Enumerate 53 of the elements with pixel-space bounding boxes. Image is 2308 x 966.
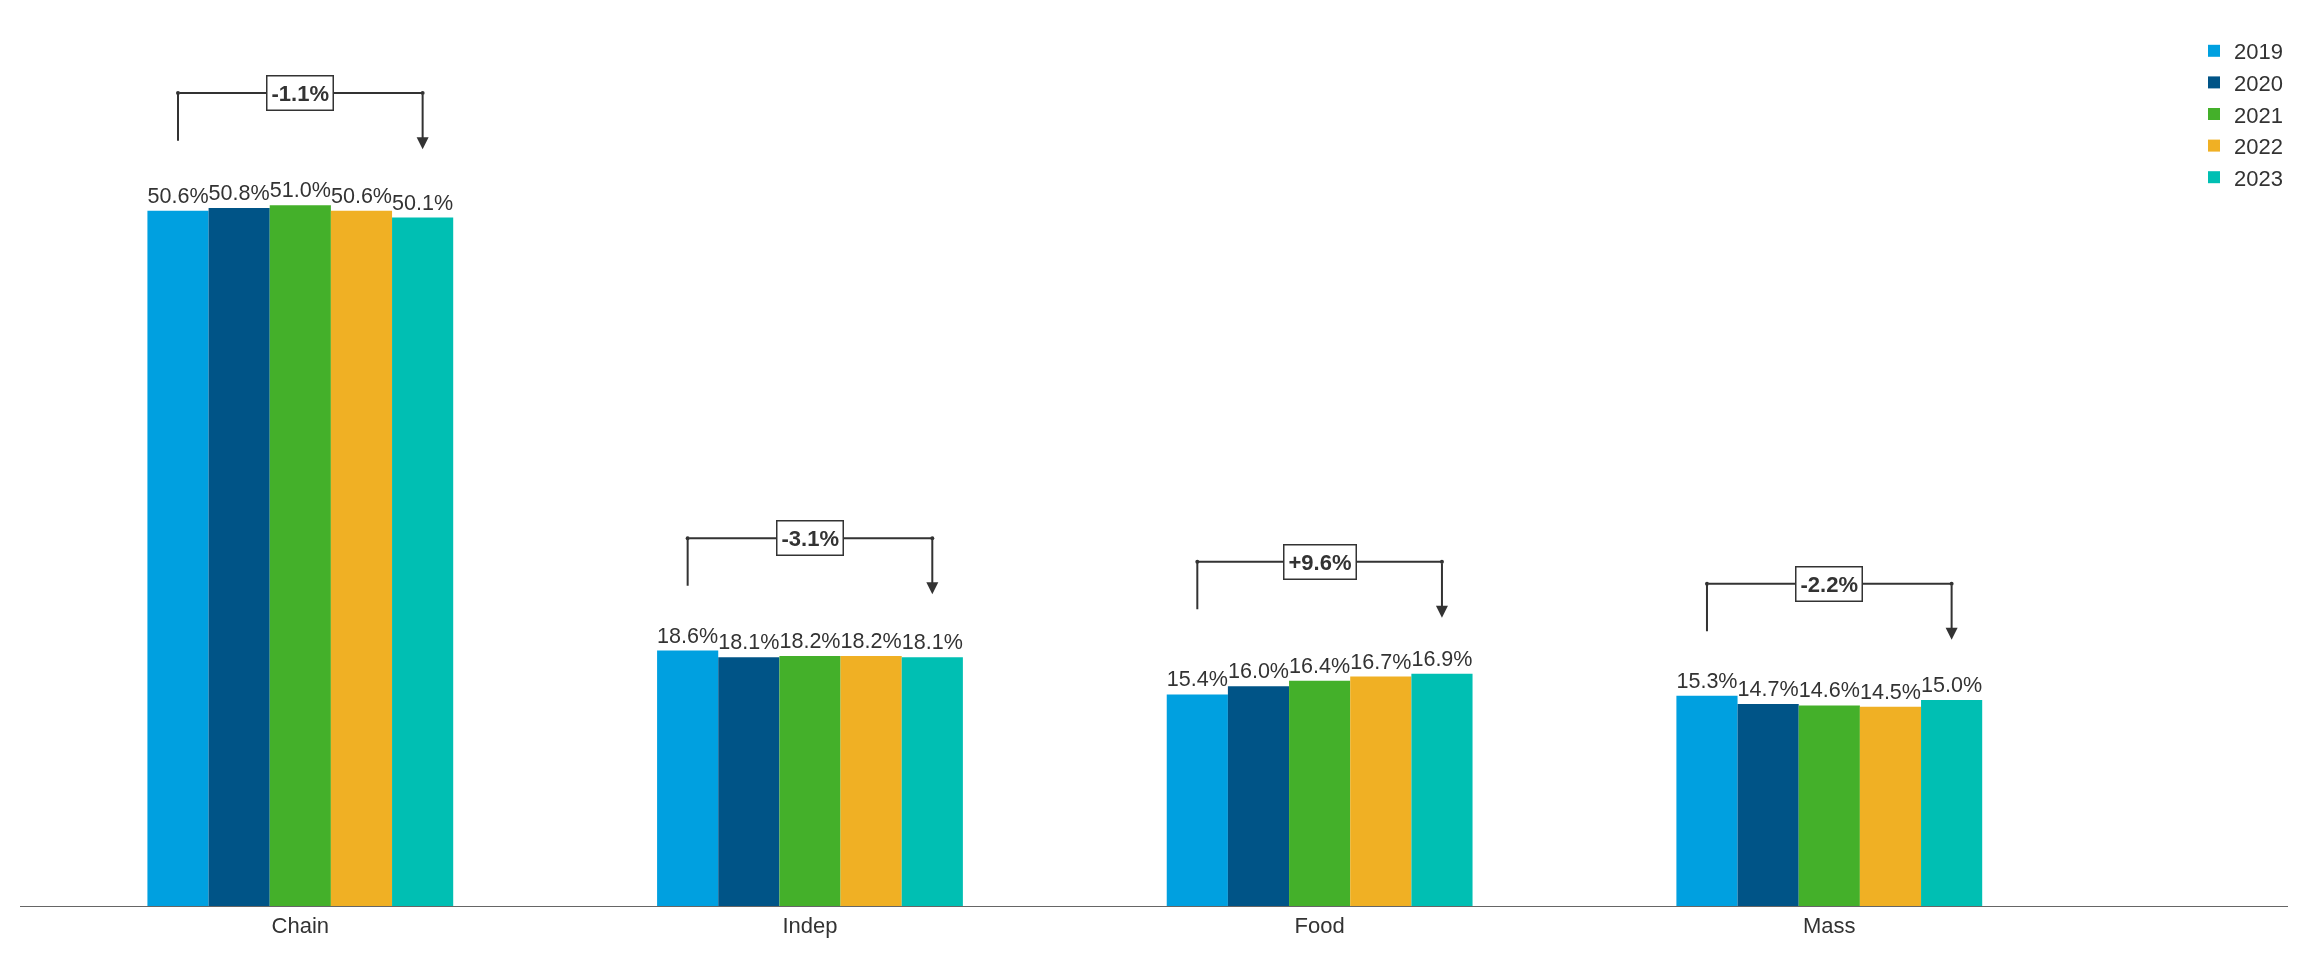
bar — [718, 657, 780, 906]
bar — [779, 655, 841, 906]
bar — [208, 207, 270, 906]
bar — [1676, 695, 1738, 906]
bar — [1798, 705, 1860, 906]
bar — [330, 210, 393, 906]
bar — [392, 217, 454, 906]
legend-label: 2020 — [2234, 70, 2283, 96]
text: -1.1% — [271, 80, 329, 106]
bar — [840, 655, 902, 906]
bar — [269, 205, 331, 906]
bar — [147, 210, 209, 906]
legend-label: 2023 — [2234, 165, 2283, 191]
data-label: 15.3% — [1676, 667, 1738, 693]
annotation: +9.6% — [1288, 549, 1352, 575]
legend-label: 2021 — [2234, 102, 2283, 128]
bar — [657, 650, 719, 906]
data-label: 14.7% — [1737, 676, 1799, 702]
data-label: 15.4% — [1166, 666, 1228, 692]
data-label: 15.0% — [1921, 671, 1983, 697]
legend-label: 2022 — [2234, 134, 2283, 160]
data-label: 14.5% — [1859, 678, 1922, 704]
data-label: 18.2% — [779, 628, 841, 654]
data-label: 16.4% — [1289, 652, 1351, 678]
data-label: 18.1% — [718, 629, 780, 655]
data-label: 18.2% — [840, 628, 902, 654]
legend-label: 2019 — [2234, 39, 2283, 65]
data-label: 16.0% — [1227, 658, 1290, 684]
bar — [1737, 704, 1799, 906]
data-label: 16.7% — [1350, 648, 1412, 674]
bar — [1411, 673, 1473, 906]
bar — [1227, 686, 1290, 906]
x-tick-label: Indep — [782, 913, 838, 939]
data-label: 16.9% — [1411, 645, 1473, 671]
x-tick-label: Mass — [1803, 913, 1856, 939]
data-label: 50.6% — [330, 182, 393, 208]
bar — [1350, 676, 1412, 906]
annotation: -3.1% — [781, 525, 839, 551]
annotation: -2.2% — [1800, 571, 1858, 597]
bar — [1166, 694, 1228, 906]
bar — [1859, 706, 1922, 906]
bar — [1921, 699, 1983, 906]
data-label: 18.1% — [901, 629, 963, 655]
data-label: 18.6% — [657, 622, 719, 648]
bar — [901, 657, 963, 906]
data-label: 50.8% — [208, 180, 270, 206]
data-label: 14.6% — [1798, 677, 1860, 703]
data-label: 50.6% — [147, 182, 209, 208]
data-label: 50.1% — [392, 189, 454, 215]
data-label: 51.0% — [269, 177, 331, 203]
x-tick-label: Food — [1294, 913, 1345, 939]
x-tick-label: Chain — [271, 913, 330, 939]
bar — [1289, 680, 1351, 906]
